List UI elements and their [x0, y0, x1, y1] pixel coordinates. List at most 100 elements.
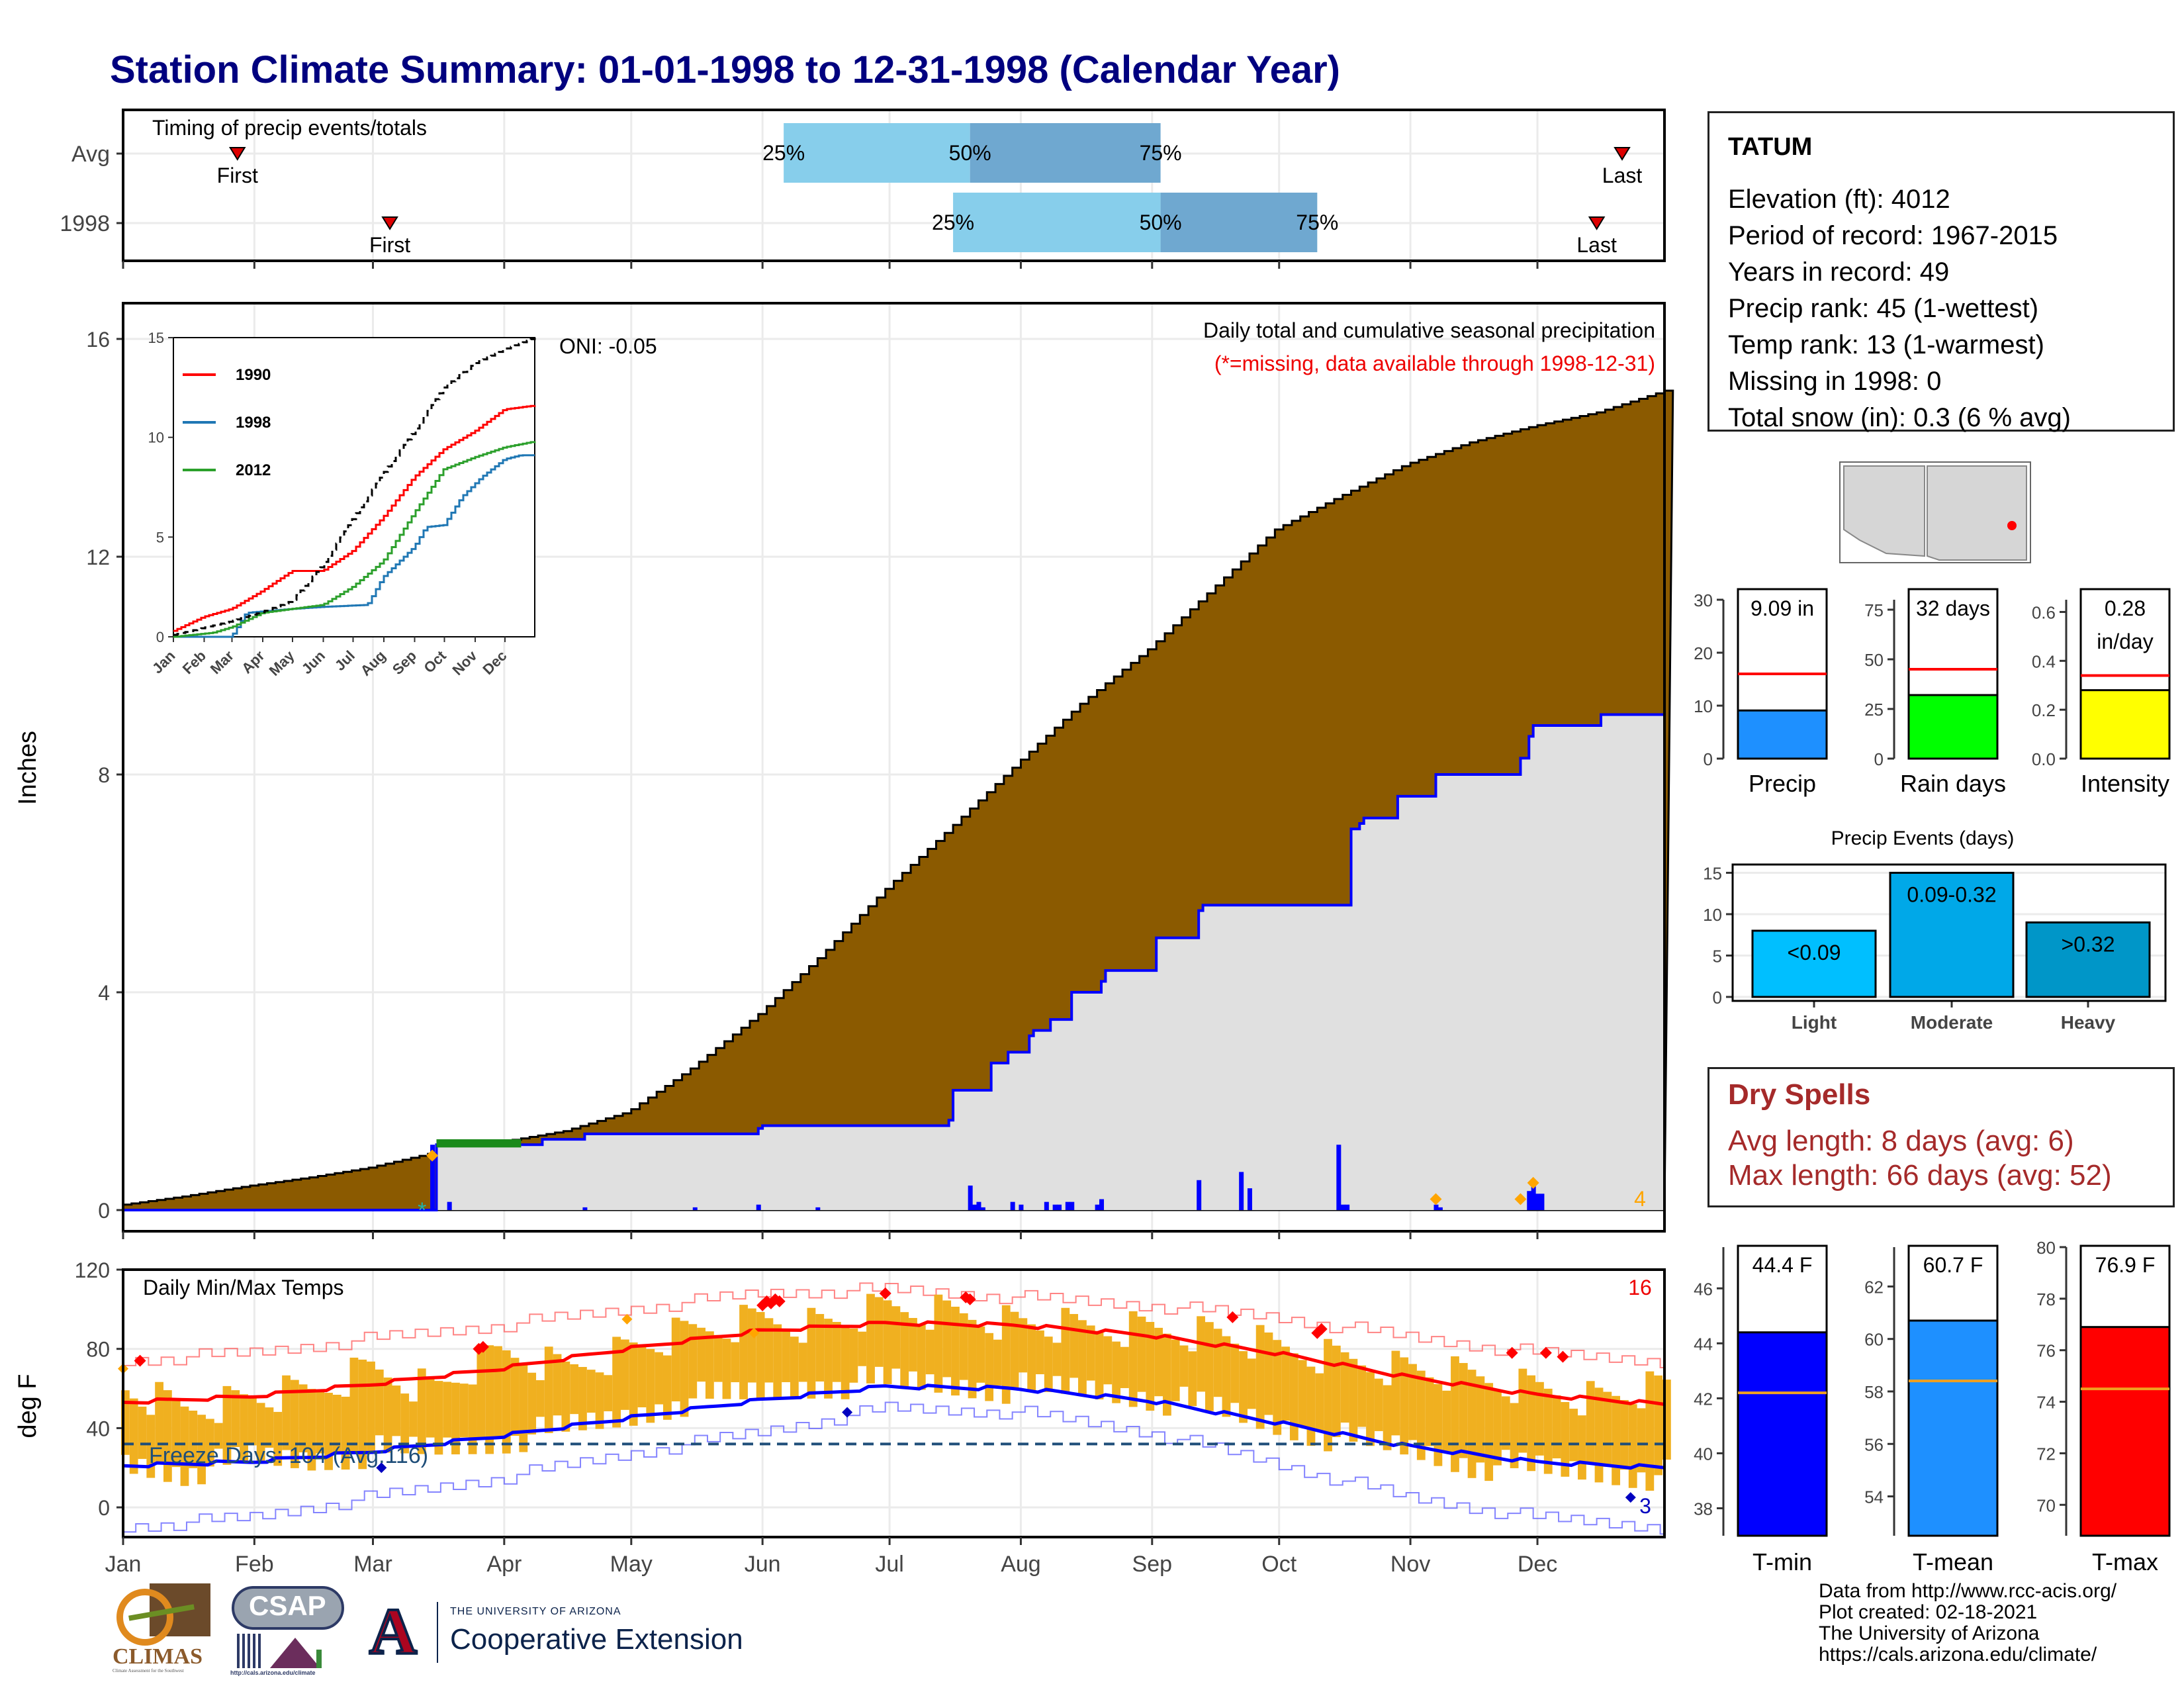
events-ytick-label: 10 [1703, 905, 1722, 925]
daily-precip-bar [1010, 1201, 1015, 1210]
daily-temp-range-bar [1036, 1330, 1044, 1375]
oni-label: ONI: -0.05 [559, 334, 657, 358]
daily-temp-range-bar [1179, 1345, 1189, 1387]
daily-temp-range-bar [883, 1300, 892, 1384]
daily-temp-range-bar [1578, 1415, 1586, 1480]
precip-ytick-label: 4 [98, 981, 110, 1005]
daily-temp-range-bar [604, 1375, 613, 1411]
tmin-ytick-label: 40 [1694, 1444, 1713, 1464]
record-high-count: 16 [1628, 1276, 1652, 1299]
daily-precip-bar [1336, 1145, 1342, 1210]
station-info-panel: TATUM Elevation (ft): 4012 Period of rec… [1707, 111, 2175, 432]
events-frame [1731, 863, 2167, 1002]
daily-temp-range-bar [968, 1319, 977, 1399]
inset-series-2012 [173, 441, 536, 638]
timing-label-75: 75% [1140, 141, 1182, 165]
daily-temp-range-bar [1197, 1316, 1205, 1392]
daily-temp-range-bar [891, 1306, 901, 1369]
daily-temp-range-bar [1518, 1368, 1527, 1453]
precip_total-ytick-label: 0 [1704, 749, 1713, 769]
daily-temp-range-bar [713, 1335, 723, 1382]
daily-temp-range-bar [1137, 1316, 1146, 1392]
daily-temp-range-bar [273, 1411, 283, 1466]
daily-temp-range-bar [1442, 1390, 1451, 1452]
daily-temp-range-bar [307, 1389, 316, 1471]
daily-temp-range-bar [1561, 1402, 1570, 1477]
daily-temp-range-bar [1273, 1340, 1282, 1435]
month-axis-label: Apr [486, 1552, 522, 1577]
daily-temp-range-bar [553, 1354, 562, 1416]
record-mid-marker [621, 1313, 633, 1325]
daily-precip-bar [1044, 1201, 1049, 1210]
daily-temp-range-bar [959, 1313, 968, 1380]
daily-temp-range-bar [409, 1401, 418, 1437]
record-low-marker [842, 1407, 853, 1418]
daily-temp-range-bar [629, 1342, 638, 1426]
daily-temp-range-bar [451, 1382, 460, 1455]
dry-spells-panel: Dry Spells Avg length: 8 days (avg: 6) M… [1707, 1067, 2175, 1207]
daily-temp-range-bar [1366, 1372, 1375, 1446]
tmin-ytick-label: 46 [1694, 1279, 1713, 1299]
daily-temp-range-bar [400, 1393, 410, 1454]
climas-logo-subtext: Climate Assessment for the Southwest [113, 1668, 184, 1673]
daily-temp-range-bar [1171, 1339, 1180, 1401]
dry-spells-title: Dry Spells [1728, 1078, 1871, 1111]
daily-temp-range-bar [578, 1367, 587, 1430]
record-high-marker [879, 1287, 891, 1299]
daily-temp-range-bar [874, 1297, 884, 1367]
intensity-value-label-2: in/day [2097, 630, 2153, 653]
precip-ytick-label: 16 [86, 328, 110, 352]
record-high-marker [964, 1293, 976, 1305]
month-axis-label: Feb [235, 1552, 274, 1577]
daily-precip-bar [1539, 1194, 1545, 1210]
daily-temp-range-bar [1543, 1388, 1553, 1474]
daily-temp-range-bar [1603, 1391, 1612, 1467]
timing-label-75: 75% [1296, 211, 1338, 234]
inset-ytick-label: 0 [156, 629, 164, 645]
daily-temp-range-bar [231, 1390, 240, 1447]
daily-temp-range-bar [1010, 1311, 1019, 1389]
daily-precip-bar [1019, 1204, 1024, 1210]
daily-temp-range-bar [248, 1398, 257, 1446]
daily-temp-range-bar [417, 1368, 426, 1454]
daily-temp-range-bar [1459, 1363, 1468, 1458]
record-high-marker [1506, 1346, 1518, 1359]
station-missing: Missing in 1998: 0 [1728, 367, 1942, 396]
rain_days-ytick-label: 0 [1874, 749, 1884, 769]
temp-ytick-label: 0 [98, 1496, 110, 1520]
daily-temp-range-bar [1146, 1322, 1155, 1411]
daily-temp-range-bar [1510, 1403, 1519, 1468]
daily-temp-range-bar [477, 1344, 486, 1438]
inset-series-1998 [173, 454, 535, 638]
tmin-ytick-label: 44 [1694, 1334, 1713, 1354]
daily-temp-range-bar [1078, 1320, 1087, 1396]
daily-temp-range-bar [332, 1395, 341, 1453]
record-high-marker [1539, 1346, 1552, 1359]
station-precip-rank: Precip rank: 45 (1-wettest) [1728, 294, 2039, 323]
temp-ytick-label: 40 [86, 1417, 110, 1440]
precip-ytick-label: 12 [86, 545, 110, 569]
rain_days-ytick-label: 50 [1864, 650, 1884, 670]
inset-ytick-label: 5 [156, 529, 164, 545]
daily-temp-range-bar [1019, 1318, 1028, 1373]
daily-temp-range-bar [1391, 1350, 1400, 1436]
events-ytick-label: 5 [1713, 947, 1722, 966]
temp-ytick-label: 80 [86, 1338, 110, 1362]
station-snow: Total snow (in): 0.3 (6 % avg) [1728, 403, 2071, 432]
station-name: TATUM [1728, 133, 1813, 161]
tmin-category-label: T-min [1752, 1548, 1812, 1575]
precip-subtitle: (*=missing, data available through 1998-… [1214, 352, 1655, 375]
intensity-bar [2079, 689, 2171, 760]
tmax-ytick-label: 70 [2036, 1495, 2056, 1515]
record-low-marker [376, 1462, 387, 1474]
daily-precip-bar [968, 1185, 973, 1210]
record-high-marker [773, 1295, 786, 1307]
daily-temp-range-bar [832, 1322, 841, 1382]
daily-temp-range-bar [1501, 1396, 1510, 1450]
daily-temp-range-bar [739, 1305, 748, 1399]
ua-divider [437, 1602, 438, 1663]
daily-temp-range-bar [197, 1415, 206, 1485]
daily-temp-range-bar [570, 1364, 579, 1415]
daily-precip-bar [430, 1145, 435, 1210]
record-tmin-line [123, 1401, 1664, 1535]
